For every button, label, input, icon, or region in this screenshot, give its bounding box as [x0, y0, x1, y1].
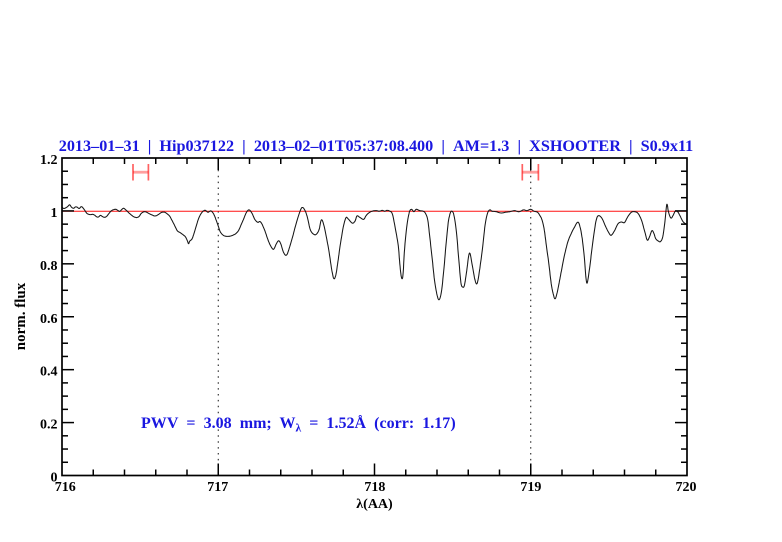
svg-text:PWV = 3.08 mm; Wλ = 1.52: PWV = 3.08 mm; Wλ = 1.52Å (corr: 1.17) [141, 414, 456, 435]
svg-text:718: 718 [364, 480, 385, 495]
svg-text:norm. flux: norm. flux [13, 282, 29, 350]
svg-text:0.8: 0.8 [40, 259, 58, 274]
svg-text:0.2: 0.2 [40, 418, 58, 433]
svg-text:720: 720 [676, 480, 697, 495]
svg-text:716: 716 [55, 480, 76, 495]
svg-text:1: 1 [51, 206, 58, 221]
svg-text:0.4: 0.4 [40, 365, 58, 380]
svg-text:2013–01–31 | Hip037122 | 2: 2013–01–31 | Hip037122 | 2013–02–01T05:3… [59, 137, 694, 155]
svg-text:λ(AA): λ(AA) [356, 497, 393, 512]
svg-text:0.6: 0.6 [40, 312, 58, 327]
svg-text:0: 0 [51, 471, 58, 486]
svg-text:1.2: 1.2 [40, 153, 58, 168]
svg-text:717: 717 [207, 480, 228, 495]
svg-text:719: 719 [520, 480, 541, 495]
